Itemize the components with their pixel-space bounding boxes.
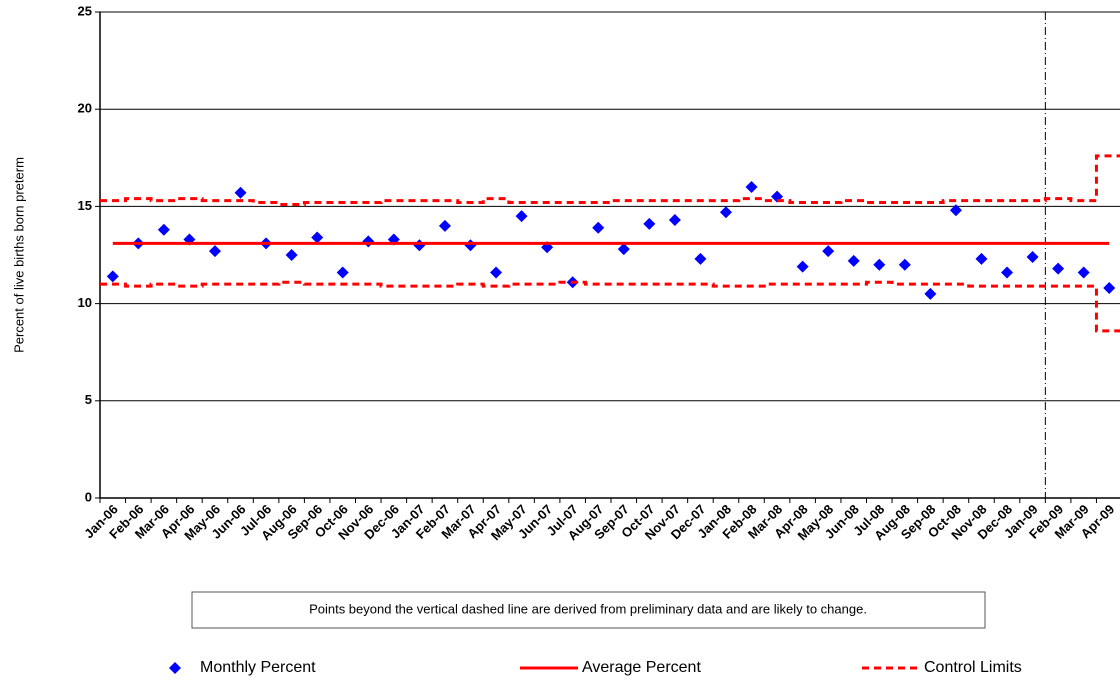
data-point: [311, 231, 324, 244]
data-point: [745, 180, 758, 193]
data-point: [464, 239, 477, 252]
data-point: [413, 239, 426, 252]
y-tick-label: 15: [78, 198, 92, 213]
data-point: [873, 258, 886, 271]
data-point: [362, 235, 375, 248]
annotation: Points beyond the vertical dashed line a…: [309, 601, 867, 616]
data-point: [208, 245, 221, 258]
data-point: [719, 206, 732, 219]
data-point: [1103, 282, 1116, 295]
data-point: [796, 260, 809, 273]
annotation-box: [191, 591, 986, 629]
control-limit-lower: [100, 280, 1120, 333]
data-point: [234, 186, 247, 199]
data-point: [924, 287, 937, 300]
data-point: [975, 252, 988, 265]
data-point: [694, 252, 707, 265]
data-point: [1052, 262, 1065, 275]
data-point: [1077, 266, 1090, 279]
legend-label: Control Limits: [924, 659, 1022, 676]
data-point: [515, 210, 528, 223]
data-point: [668, 214, 681, 227]
data-point: [949, 204, 962, 217]
legend-symbol: [169, 662, 181, 674]
data-point: [822, 245, 835, 258]
y-axis-title: Percent of live births born preterm: [11, 157, 26, 353]
data-point: [490, 266, 503, 279]
y-tick-label: 5: [85, 392, 92, 407]
legend-label: Monthly Percent: [200, 659, 316, 676]
data-point: [1026, 250, 1039, 263]
data-point: [1001, 266, 1014, 279]
data-point: [592, 221, 605, 234]
data-point: [617, 243, 630, 256]
data-point: [898, 258, 911, 271]
data-point: [336, 266, 349, 279]
y-tick-label: 25: [78, 3, 92, 18]
y-tick-label: 0: [85, 489, 92, 504]
control-limit-upper: [100, 154, 1120, 206]
y-tick-label: 10: [78, 295, 92, 310]
data-point: [643, 217, 656, 230]
legend-label: Average Percent: [582, 659, 701, 676]
y-tick-label: 20: [78, 101, 92, 116]
data-point: [285, 249, 298, 261]
data-point: [157, 223, 170, 236]
data-point: [106, 270, 119, 283]
data-point: [438, 219, 451, 232]
data-point: [847, 254, 860, 267]
